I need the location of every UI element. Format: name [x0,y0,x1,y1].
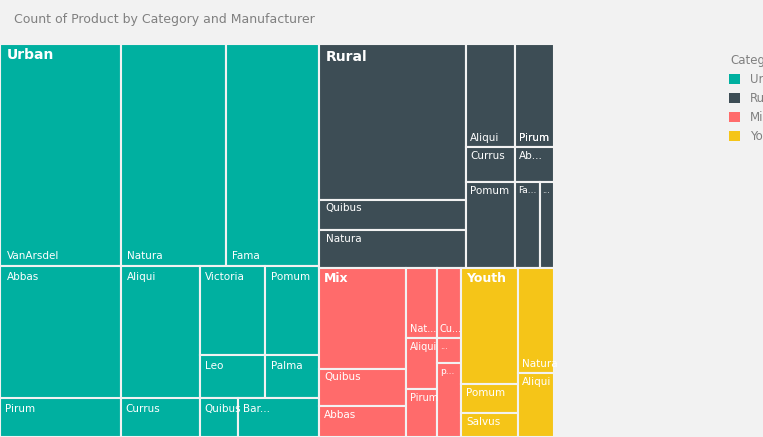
Bar [319,230,466,268]
Bar [519,373,555,437]
Text: Aliqui: Aliqui [410,342,437,352]
Bar [461,268,519,384]
Bar [0,44,121,266]
Text: Quibus: Quibus [324,372,361,382]
Text: Natura: Natura [522,359,557,369]
Bar [266,266,319,355]
Bar [319,200,466,230]
Text: Victoria: Victoria [204,272,245,282]
Bar [461,413,519,437]
Bar [0,266,121,437]
Text: Nat...: Nat... [410,324,436,334]
Text: Fa...: Fa... [518,185,537,194]
Text: Leo: Leo [204,361,223,371]
Bar [515,147,555,181]
Text: Aliqui: Aliqui [127,272,156,282]
Text: Pomum: Pomum [271,272,310,282]
Text: Fama: Fama [233,251,260,261]
Bar [540,181,555,268]
Text: Youth: Youth [466,272,506,285]
Bar [436,363,461,437]
Text: Aliqui: Aliqui [522,377,551,387]
Text: Pomum: Pomum [470,185,509,195]
Bar [319,406,407,437]
Bar [461,384,519,413]
Text: Urban: Urban [6,48,54,62]
Bar [466,181,515,268]
Bar [515,181,540,268]
Bar [436,338,461,363]
Bar [226,44,319,266]
Text: p...: p... [440,367,454,375]
Text: Mix: Mix [324,272,349,285]
Bar [200,355,266,398]
Text: Quibus: Quibus [326,204,362,213]
Text: Cu...: Cu... [440,324,462,334]
Text: Count of Product by Category and Manufacturer: Count of Product by Category and Manufac… [14,13,314,26]
Bar [515,44,555,147]
Bar [407,338,436,389]
Bar [200,398,238,437]
Bar [407,389,436,437]
Bar [200,266,266,355]
Text: Pomum: Pomum [466,388,505,398]
Text: Ab...: Ab... [519,151,543,161]
Text: Aliqui: Aliqui [470,133,500,143]
Bar [121,398,200,437]
Text: Pirum: Pirum [5,403,35,413]
Bar [466,44,515,147]
Text: Natura: Natura [127,251,163,261]
Bar [319,44,466,200]
Text: VanArsdel: VanArsdel [6,251,59,261]
Text: Palma: Palma [271,361,302,371]
Text: Pirum: Pirum [519,133,549,143]
Bar [121,266,200,437]
Text: Pirum: Pirum [410,393,438,403]
Bar [266,355,319,398]
Bar [0,398,121,437]
Legend: Urban, Rural, Mix, Youth: Urban, Rural, Mix, Youth [724,50,763,148]
Text: Abbas: Abbas [324,409,356,420]
Text: ...: ... [440,342,448,351]
Bar [436,268,461,338]
Bar [466,147,515,181]
Bar [238,398,319,437]
Text: Bar...: Bar... [243,403,270,413]
Text: Currus: Currus [126,403,160,413]
Bar [519,268,555,373]
Text: Salvus: Salvus [466,417,501,427]
Text: Currus: Currus [470,151,505,161]
Text: Quibus: Quibus [204,403,241,413]
Text: Pirum: Pirum [519,133,549,143]
Text: Abbas: Abbas [6,272,39,282]
Bar [319,368,407,406]
Text: Natura: Natura [326,234,361,244]
Text: ...: ... [542,185,549,194]
Bar [319,268,407,368]
Text: Rural: Rural [326,49,367,64]
Bar [407,268,436,338]
Bar [121,44,226,266]
